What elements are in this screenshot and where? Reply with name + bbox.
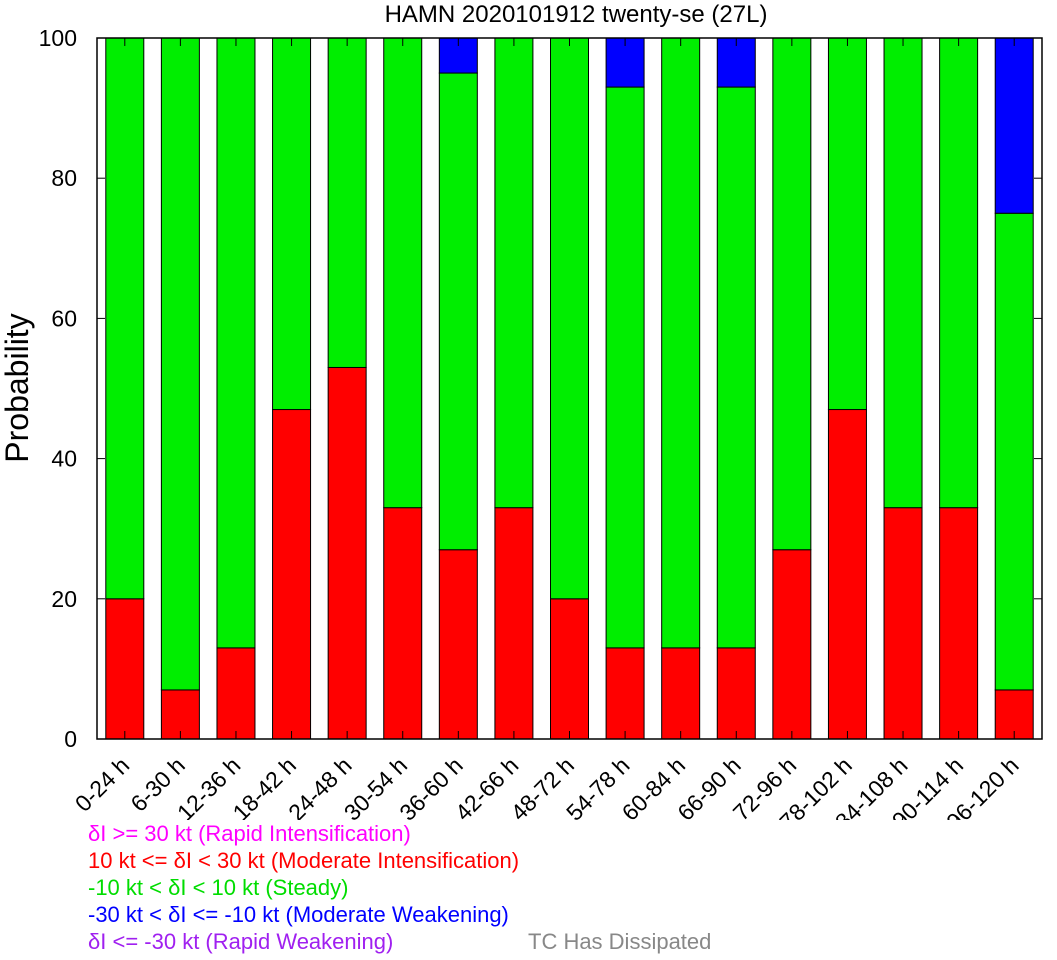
bar-steady-5 bbox=[383, 37, 423, 509]
bar-steady-8 bbox=[550, 37, 589, 600]
bar-moderate-intensification-3 bbox=[272, 409, 312, 740]
bar-moderate-intensification-13 bbox=[827, 409, 867, 740]
bar-steady-15 bbox=[939, 37, 979, 509]
bar-moderate-intensification-10 bbox=[661, 647, 701, 740]
bar-steady-0 bbox=[105, 37, 145, 600]
bar-steady-1 bbox=[160, 37, 200, 691]
bar-moderate-intensification-14 bbox=[883, 507, 923, 740]
plot-frame bbox=[96, 37, 1043, 740]
legend-item-rapid-intensification: δI >= 30 kt (Rapid Intensification) bbox=[88, 821, 411, 846]
bar-moderate-intensification-1 bbox=[160, 689, 200, 740]
y-tick-label: 0 bbox=[64, 726, 77, 752]
bar-steady-4 bbox=[327, 37, 367, 368]
bar-moderate-intensification-4 bbox=[327, 366, 367, 740]
bars-layer bbox=[105, 37, 1034, 740]
legend-item-moderate-weakening: -30 kt < δI <= -10 kt (Moderate Weakenin… bbox=[88, 902, 509, 927]
legend-item-rapid-weakening: δI <= -30 kt (Rapid Weakening) bbox=[88, 929, 394, 954]
bar-moderate-intensification-7 bbox=[494, 507, 534, 740]
legend: δI >= 30 kt (Rapid Intensification) 10 k… bbox=[88, 820, 519, 955]
bar-steady-13 bbox=[827, 37, 867, 411]
bar-moderate-intensification-2 bbox=[216, 647, 256, 740]
bar-moderate-intensification-5 bbox=[383, 507, 423, 740]
probability-chart: HAMN 2020101912 twenty-se (27L) Probabil… bbox=[0, 1, 1043, 820]
bar-moderate-intensification-8 bbox=[550, 598, 589, 740]
axes-layer bbox=[96, 37, 1043, 740]
legend-item-steady: -10 kt < δI < 10 kt (Steady) bbox=[88, 875, 349, 900]
bar-steady-10 bbox=[661, 37, 701, 649]
legend-item-dissipated: TC Has Dissipated bbox=[528, 929, 712, 954]
bar-steady-7 bbox=[494, 37, 534, 509]
y-tick-label: 40 bbox=[51, 446, 77, 472]
y-tick-label: 20 bbox=[51, 586, 77, 612]
bar-steady-16 bbox=[994, 212, 1034, 691]
bar-steady-6 bbox=[438, 72, 478, 551]
chart-title: HAMN 2020101912 twenty-se (27L) bbox=[385, 1, 768, 28]
y-tick-label: 60 bbox=[51, 305, 77, 331]
bar-steady-9 bbox=[605, 86, 645, 649]
x-tick-label: 0-24 h bbox=[70, 752, 135, 817]
legend-item-moderate-intensification: 10 kt <= δI < 30 kt (Moderate Intensific… bbox=[88, 848, 520, 873]
bar-moderate-weakening-11 bbox=[716, 37, 756, 88]
bar-steady-11 bbox=[716, 86, 756, 649]
bar-moderate-intensification-11 bbox=[716, 647, 756, 740]
y-tick-label: 100 bbox=[39, 25, 77, 51]
bar-moderate-intensification-6 bbox=[438, 549, 478, 740]
bar-steady-2 bbox=[216, 37, 256, 649]
bar-moderate-intensification-9 bbox=[605, 647, 645, 740]
bar-moderate-weakening-16 bbox=[994, 37, 1034, 214]
y-tick-label: 80 bbox=[51, 165, 77, 191]
bar-moderate-intensification-15 bbox=[939, 507, 979, 740]
bar-moderate-intensification-12 bbox=[772, 549, 812, 740]
y-axis-label: Probability bbox=[0, 313, 35, 462]
bar-steady-14 bbox=[883, 37, 923, 509]
bar-steady-12 bbox=[772, 37, 812, 551]
bar-steady-3 bbox=[272, 37, 312, 411]
bar-moderate-intensification-0 bbox=[105, 598, 145, 740]
